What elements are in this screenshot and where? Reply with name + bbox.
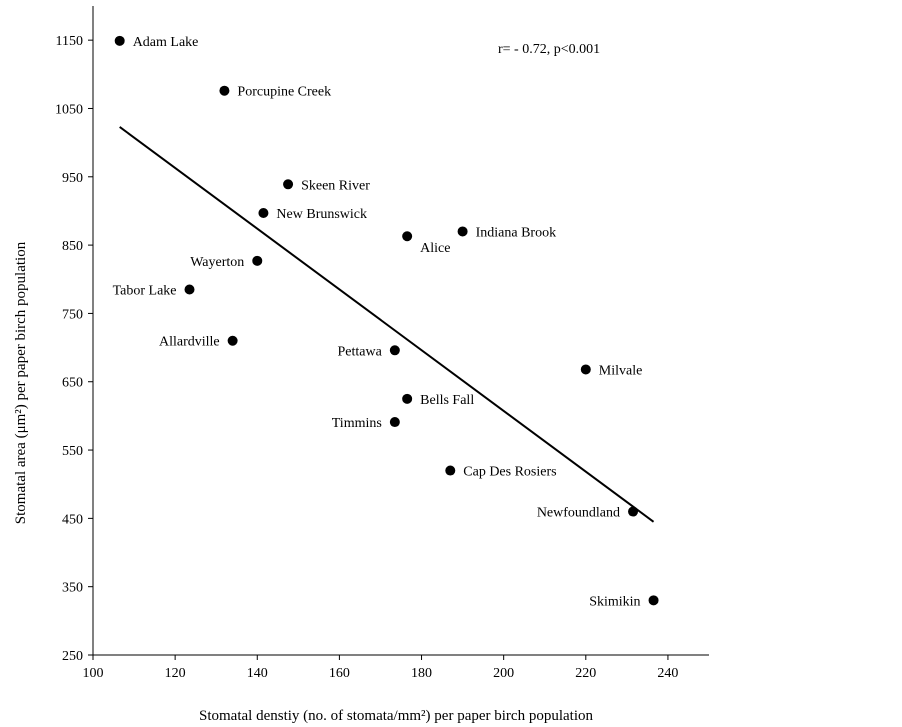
point-label: New Brunswick bbox=[276, 207, 367, 222]
data-point bbox=[114, 35, 125, 46]
point-label: Timmins bbox=[332, 416, 382, 431]
point-label: Indiana Brook bbox=[476, 225, 556, 240]
point-label: Tabor Lake bbox=[113, 284, 177, 299]
data-point bbox=[258, 207, 269, 218]
data-point bbox=[184, 284, 195, 295]
y-tick-label: 350 bbox=[62, 581, 83, 596]
data-point bbox=[628, 506, 639, 517]
point-label: Bells Fall bbox=[420, 393, 474, 408]
point-labels: Adam Lake Porcupine Creek Skeen River New B… bbox=[113, 35, 643, 610]
point-label: Milvale bbox=[599, 363, 643, 378]
point-label: Adam Lake bbox=[133, 35, 199, 50]
point-label: Cap Des Rosiers bbox=[463, 465, 556, 480]
y-tick-label: 650 bbox=[62, 376, 83, 391]
data-point bbox=[445, 465, 456, 476]
y-tick-label: 1050 bbox=[55, 102, 83, 117]
point-label: Skeen River bbox=[301, 178, 370, 193]
point-label: Wayerton bbox=[190, 255, 244, 270]
data-point bbox=[402, 231, 413, 242]
y-tick-label: 250 bbox=[62, 649, 83, 664]
y-tick-label: 1150 bbox=[56, 34, 83, 49]
x-axis-title: Stomatal denstiy (no. of stomata/mm²) pe… bbox=[199, 708, 593, 724]
point-label: Porcupine Creek bbox=[237, 85, 331, 100]
data-point bbox=[389, 417, 400, 428]
point-label: Skimikin bbox=[589, 594, 640, 609]
trend-line bbox=[119, 126, 655, 523]
point-label: Pettawa bbox=[338, 344, 383, 359]
x-tick-label: 120 bbox=[165, 666, 186, 681]
data-point bbox=[648, 595, 659, 606]
x-tick-label: 220 bbox=[575, 666, 596, 681]
data-point bbox=[227, 335, 238, 346]
y-tick-label: 950 bbox=[62, 171, 83, 186]
y-tick-label: 750 bbox=[62, 307, 83, 322]
data-point bbox=[580, 364, 591, 375]
x-tick-label: 240 bbox=[657, 666, 678, 681]
point-label: Alice bbox=[420, 241, 450, 256]
x-tick-label: 140 bbox=[247, 666, 268, 681]
y-axis-title: Stomatal area (μm²) per paper birch popu… bbox=[13, 241, 29, 524]
x-ticks: 100 120 140 160 180 200 220 240 bbox=[83, 655, 678, 681]
y-tick-label: 850 bbox=[62, 239, 83, 254]
x-tick-label: 200 bbox=[493, 666, 514, 681]
data-point bbox=[457, 226, 468, 237]
data-point bbox=[283, 179, 294, 190]
data-point bbox=[219, 85, 230, 96]
data-point bbox=[389, 345, 400, 356]
data-point bbox=[402, 393, 413, 404]
x-tick-label: 100 bbox=[83, 666, 104, 681]
y-tick-label: 450 bbox=[62, 512, 83, 527]
x-tick-label: 160 bbox=[329, 666, 350, 681]
point-label: Newfoundland bbox=[537, 506, 620, 521]
x-tick-label: 180 bbox=[411, 666, 432, 681]
correlation-annotation: r= - 0.72, p<0.001 bbox=[498, 42, 600, 57]
y-tick-label: 550 bbox=[62, 444, 83, 459]
data-points bbox=[114, 35, 659, 606]
y-ticks: 250 350 450 550 650 750 850 950 1050 1150 bbox=[55, 34, 93, 664]
axes bbox=[92, 6, 709, 656]
data-point bbox=[252, 255, 263, 266]
point-label: Allardville bbox=[159, 335, 220, 350]
